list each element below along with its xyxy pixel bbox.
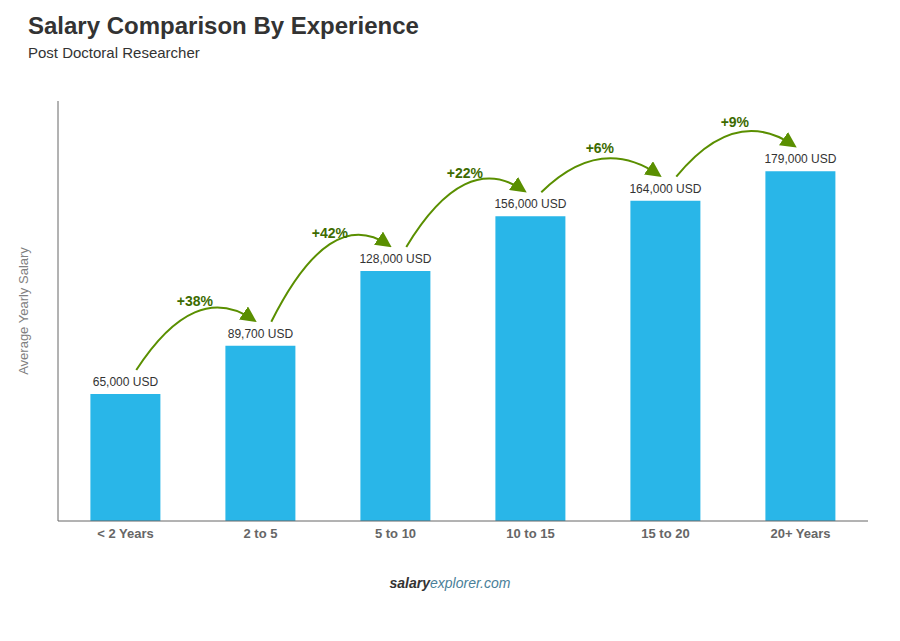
svg-text:+9%: +9% [721, 114, 750, 130]
svg-text:89,700 USD: 89,700 USD [228, 327, 294, 341]
svg-text:15 to 20: 15 to 20 [641, 526, 689, 541]
svg-text:20+ Years: 20+ Years [770, 526, 830, 541]
svg-text:156,000 USD: 156,000 USD [494, 197, 566, 211]
svg-text:5 to 10: 5 to 10 [375, 526, 416, 541]
svg-text:+38%: +38% [177, 293, 214, 309]
html-text:Salary Comparison By Experienc: Salary Comparison By Experience [28, 12, 419, 39]
svg-text:+42%: +42% [312, 225, 349, 241]
svg-text:164,000 USD: 164,000 USD [629, 182, 701, 196]
svg-text:65,000 USD: 65,000 USD [93, 375, 159, 389]
html-text:salary explorer.com: salary explorer.com [389, 575, 511, 591]
svg-text:10 to 15: 10 to 15 [506, 526, 554, 541]
svg-text:+22%: +22% [447, 165, 484, 181]
html-text:Post Doctoral Researcher: Post Doctoral Researcher [28, 44, 200, 61]
svg-text:Average Yearly Salary: Average Yearly Salary [16, 247, 31, 375]
svg-text:2 to 5: 2 to 5 [244, 526, 278, 541]
svg-text:128,000 USD: 128,000 USD [359, 252, 431, 266]
svg-text:< 2 Years: < 2 Years [97, 526, 154, 541]
svg-text:+6%: +6% [586, 140, 615, 156]
svg-text:179,000 USD: 179,000 USD [764, 152, 836, 166]
